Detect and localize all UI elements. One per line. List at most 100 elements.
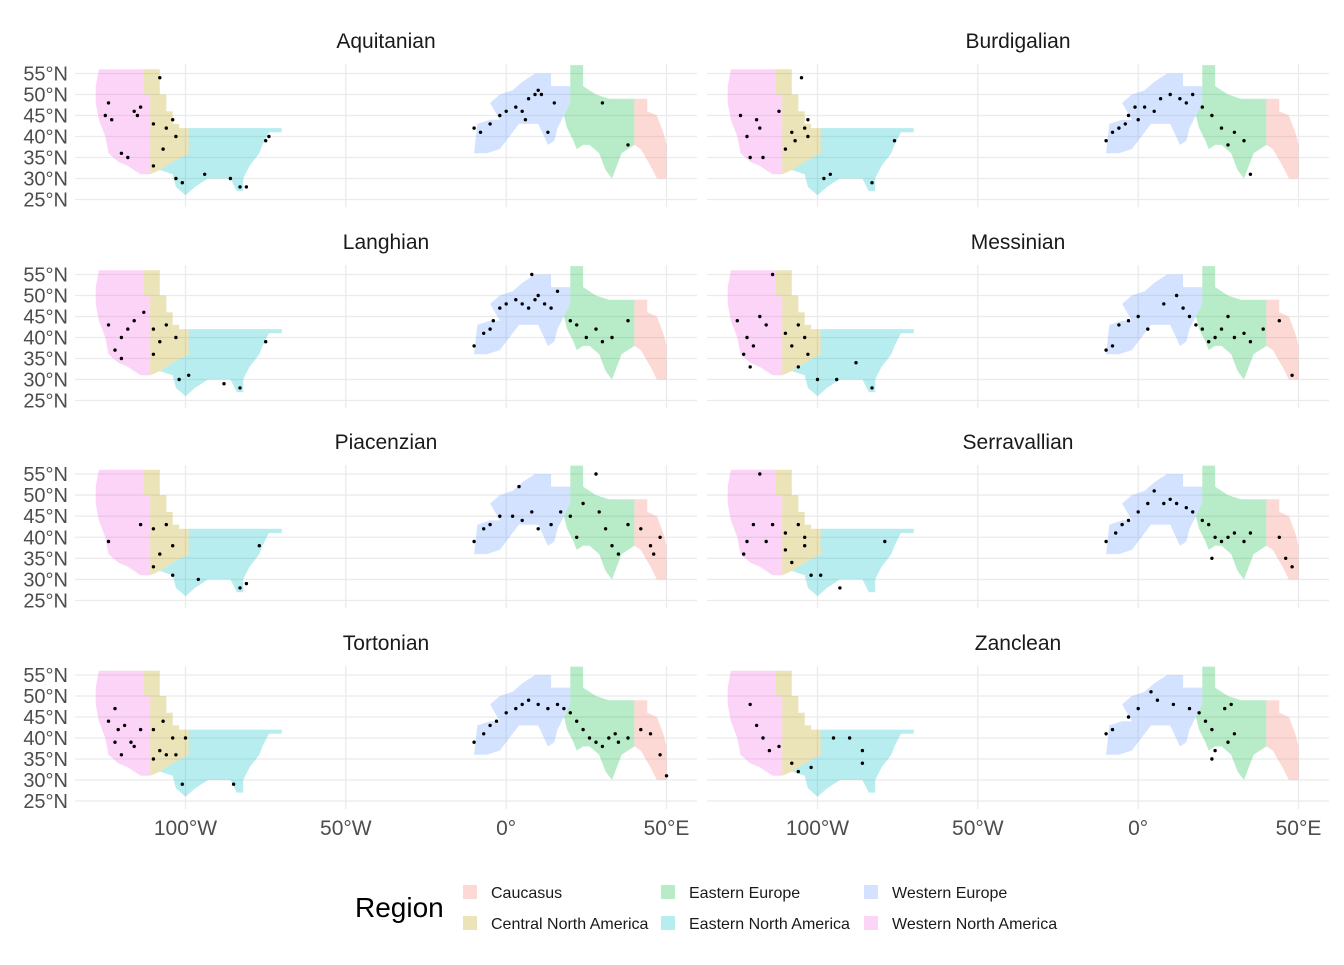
y-tick-label: 35°N xyxy=(23,749,68,771)
site-point xyxy=(138,522,143,527)
site-point xyxy=(793,139,797,143)
site-point xyxy=(777,109,781,114)
region-ee xyxy=(563,65,635,179)
region-caucasus xyxy=(634,98,667,179)
site-point xyxy=(126,327,130,331)
site-point xyxy=(132,744,136,749)
site-point xyxy=(174,176,178,181)
legend-item: Western Europe xyxy=(864,885,1007,902)
site-point xyxy=(1152,489,1156,493)
fossil-sites xyxy=(735,272,1294,390)
site-point xyxy=(1261,327,1265,331)
region-ena xyxy=(159,729,282,797)
site-point xyxy=(1110,344,1115,348)
site-point xyxy=(748,365,752,369)
region-we xyxy=(474,675,571,755)
region-caucasus xyxy=(1266,299,1299,380)
y-tick-label: 30°N xyxy=(23,370,68,392)
legend-key xyxy=(864,916,878,930)
y-tick-label: 55°N xyxy=(23,64,68,86)
region-cna xyxy=(775,670,821,776)
site-point xyxy=(161,719,165,723)
site-point xyxy=(870,386,874,390)
site-point xyxy=(151,527,156,531)
panel-title: Serravallian xyxy=(963,431,1074,454)
y-tick-label: 25°N xyxy=(23,591,68,613)
y-tick-label: 30°N xyxy=(23,169,68,191)
site-point xyxy=(526,97,531,101)
site-point xyxy=(568,514,572,518)
panel-title: Aquitanian xyxy=(336,30,435,53)
map-panel: Messinian xyxy=(707,231,1329,408)
site-point xyxy=(751,344,756,348)
site-point xyxy=(1232,130,1237,134)
site-point xyxy=(113,740,117,744)
region-we xyxy=(474,474,571,555)
site-point xyxy=(482,331,486,335)
site-point xyxy=(1277,535,1282,539)
site-point xyxy=(530,510,534,514)
site-point xyxy=(1184,101,1189,105)
site-point xyxy=(1117,323,1121,327)
site-point xyxy=(860,761,865,765)
region-cna xyxy=(143,469,189,576)
region-ee xyxy=(1195,666,1267,780)
fossil-sites xyxy=(742,472,1294,590)
legend-item: Western North America xyxy=(864,916,1057,933)
site-point xyxy=(257,544,261,548)
site-point xyxy=(1197,711,1201,715)
panel-title: Messinian xyxy=(971,231,1066,254)
site-point xyxy=(1104,348,1108,352)
region-cna xyxy=(143,69,189,175)
site-point xyxy=(533,92,537,97)
site-point xyxy=(1142,105,1147,109)
site-point xyxy=(1210,113,1214,118)
x-tick-label: 100°W xyxy=(786,817,849,840)
site-point xyxy=(482,732,486,736)
region-caucasus xyxy=(634,700,667,780)
site-point xyxy=(174,134,178,139)
y-tick-label: 50°N xyxy=(23,85,68,107)
site-point xyxy=(1136,706,1140,711)
site-point xyxy=(1136,118,1140,122)
site-point xyxy=(1284,556,1288,560)
site-point xyxy=(616,740,621,744)
site-point xyxy=(119,753,124,757)
site-point xyxy=(526,306,531,310)
region-we xyxy=(1106,474,1203,555)
site-point xyxy=(113,348,117,352)
site-point xyxy=(132,319,136,323)
site-point xyxy=(806,134,810,139)
region-cna xyxy=(143,270,189,376)
site-point xyxy=(488,723,492,728)
site-point xyxy=(1104,539,1108,544)
site-point xyxy=(575,719,579,723)
region-areas xyxy=(727,266,1299,397)
site-point xyxy=(536,88,540,93)
region-caucasus xyxy=(1266,499,1299,580)
site-point xyxy=(530,272,534,277)
legend-key xyxy=(463,916,477,930)
site-point xyxy=(122,723,127,728)
site-point xyxy=(151,727,156,732)
panel-title: Zanclean xyxy=(975,632,1061,655)
site-point xyxy=(738,113,743,118)
site-point xyxy=(510,514,515,518)
y-tick-label: 35°N xyxy=(23,349,68,371)
site-point xyxy=(151,352,156,356)
site-point xyxy=(783,147,788,151)
map-panel: Tortonian 55°N50°N45°N40°N35°N30°N25°N 100… xyxy=(23,632,697,840)
site-point xyxy=(1184,506,1189,510)
site-point xyxy=(796,522,800,527)
site-point xyxy=(1168,497,1172,501)
site-point xyxy=(806,352,810,356)
region-wna xyxy=(727,670,783,776)
site-point xyxy=(1226,314,1230,319)
site-point xyxy=(119,151,124,155)
site-point xyxy=(770,272,775,277)
site-point xyxy=(1213,748,1217,753)
legend-key xyxy=(661,885,675,899)
site-point xyxy=(652,552,656,556)
site-point xyxy=(151,122,156,126)
x-tick-label: 50°W xyxy=(320,817,372,840)
